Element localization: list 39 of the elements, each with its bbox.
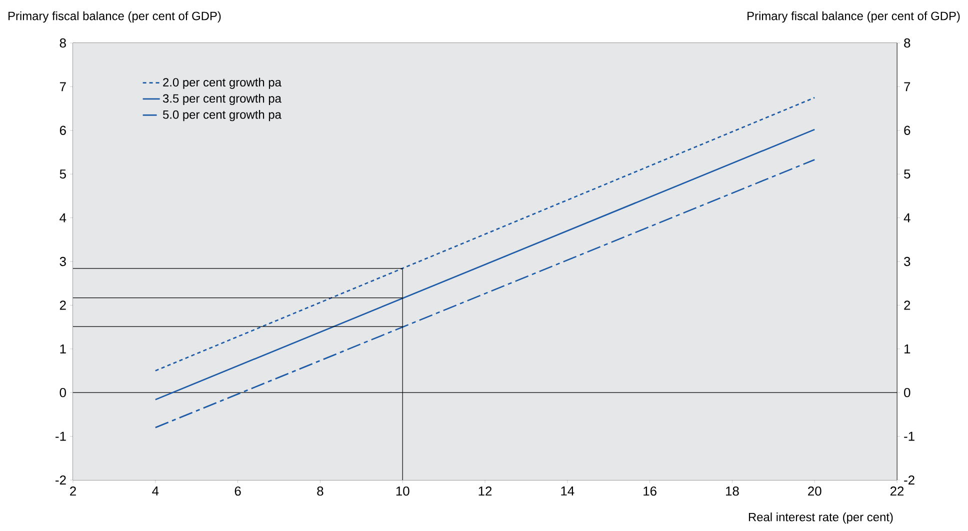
y2-tick-label: 8 (904, 38, 910, 48)
y-tick-label: 7 (60, 82, 66, 92)
y-tick-label: 6 (60, 126, 66, 135)
y2-tick-label: 0 (904, 388, 910, 398)
y-tick-label: 0 (60, 388, 66, 398)
y-tick-label: -1 (56, 432, 66, 441)
x-tick-label: 14 (561, 486, 574, 496)
legend-label: 2.0 per cent growth pa (163, 78, 282, 89)
y2-tick-label: 5 (904, 170, 910, 179)
legend-label: 5.0 per cent growth pa (162, 110, 282, 122)
y-tick-label: 1 (60, 344, 66, 354)
x-tick-label: 6 (234, 486, 241, 496)
x-tick-label: 20 (808, 486, 822, 496)
y2-tick-label: 3 (904, 256, 910, 266)
y2-tick-label: 4 (904, 213, 910, 222)
x-tick-label: 22 (890, 486, 904, 496)
x-tick-label: 2 (70, 486, 76, 496)
x-tick-label: 8 (317, 486, 324, 496)
y-tick-label: -2 (56, 475, 66, 485)
y-tick-label: 8 (60, 38, 66, 48)
x-tick-label: 18 (726, 486, 739, 496)
y2-tick-label: 7 (904, 82, 910, 92)
x-tick-label: 4 (152, 486, 159, 496)
y2-axis-title: Primary fiscal balance (per cent of GDP) (748, 11, 960, 23)
legend-label: 3.5 per cent growth pa (162, 94, 282, 106)
x-axis-title: Real interest rate (per cent) (748, 512, 893, 524)
y2-tick-label: 6 (904, 126, 910, 135)
y-tick-label: 4 (60, 213, 66, 222)
x-tick-label: 12 (478, 486, 492, 496)
y2-tick-label: 1 (904, 344, 910, 354)
y2-tick-label: -2 (904, 475, 914, 485)
y2-tick-label: -1 (904, 432, 914, 441)
x-tick-label: 10 (396, 486, 410, 496)
x-tick-label: 16 (644, 486, 656, 496)
y-axis-title: Primary fiscal balance (per cent of GDP) (8, 11, 221, 23)
y-tick-label: 3 (60, 256, 66, 266)
y2-tick-label: 2 (904, 300, 910, 310)
y-tick-label: 5 (60, 170, 66, 179)
y-tick-label: 2 (60, 300, 66, 310)
